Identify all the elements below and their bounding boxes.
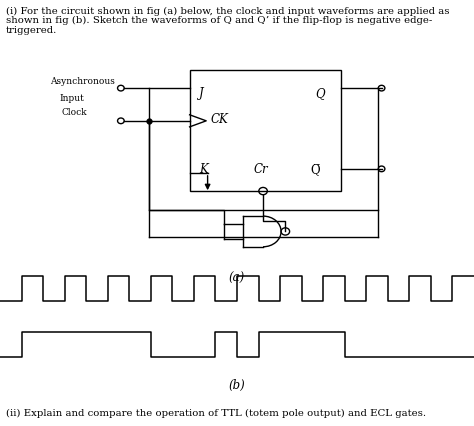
Text: Clock: Clock (62, 108, 87, 117)
Text: Q̅: Q̅ (310, 163, 320, 176)
Text: K: K (199, 163, 208, 176)
Text: Cr: Cr (254, 163, 268, 176)
Text: triggered.: triggered. (6, 26, 57, 35)
Text: Input: Input (59, 94, 84, 103)
Text: (i) For the circuit shown in fig (a) below, the clock and input waveforms are ap: (i) For the circuit shown in fig (a) bel… (6, 7, 449, 16)
Text: J: J (199, 86, 204, 99)
Text: (b): (b) (228, 378, 246, 391)
Text: (a): (a) (229, 272, 245, 285)
Text: (ii) Explain and compare the operation of TTL (totem pole output) and ECL gates.: (ii) Explain and compare the operation o… (6, 408, 426, 417)
Text: CK: CK (211, 113, 228, 126)
Text: shown in fig (b). Sketch the waveforms of Q and Q’ if the flip-flop is negative : shown in fig (b). Sketch the waveforms o… (6, 16, 432, 25)
Text: Asynchronous: Asynchronous (50, 77, 115, 86)
Text: Q: Q (315, 86, 325, 99)
Bar (190, 71, 341, 192)
